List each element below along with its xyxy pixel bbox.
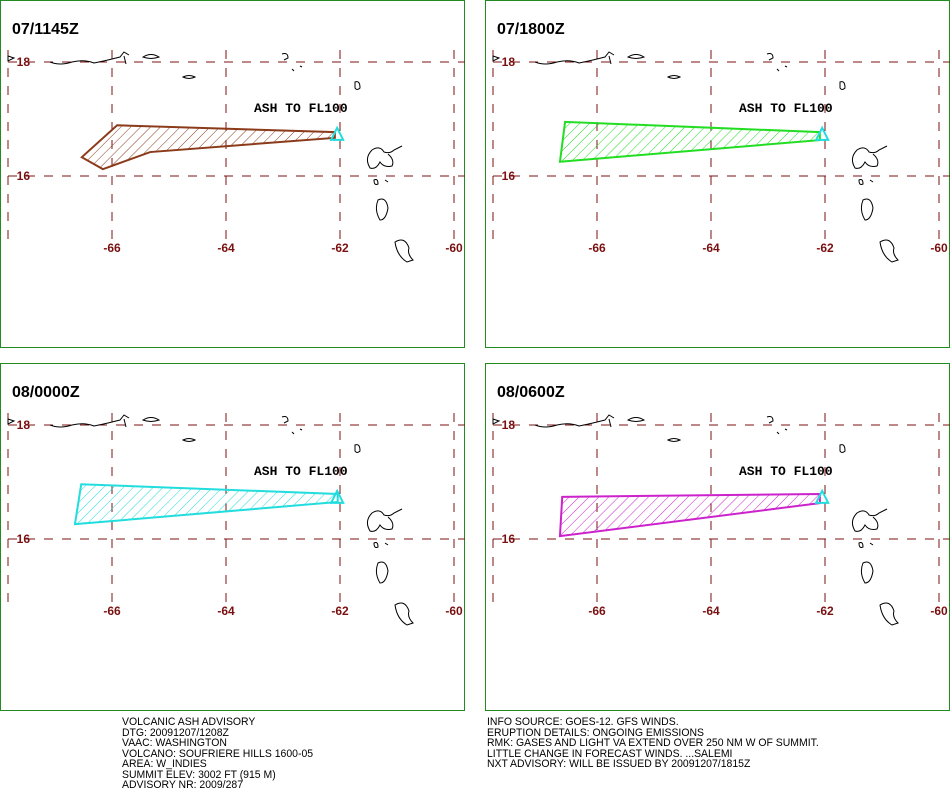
- ash-polygon: [80, 124, 336, 171]
- lat-label: 18: [502, 55, 516, 69]
- advisory-line: SUMMIT ELEV: 3002 FT (915 M): [122, 768, 276, 781]
- panel-title: 07/1800Z: [497, 21, 565, 38]
- lon-label: -66: [103, 604, 121, 618]
- advisory-line: AREA: W_INDIES: [122, 758, 207, 770]
- map-panel: 07/1145Z 18 16 -66 -64 -62 -60 ASH TO FL100: [0, 0, 465, 348]
- panel-border: [0, 363, 465, 711]
- advisory-line: VAAC: WASHINGTON: [122, 737, 227, 749]
- panel-title: 07/1145Z: [12, 21, 79, 38]
- lon-label: -60: [930, 604, 948, 618]
- advisory-line: VOLCANO: SOUFRIERE HILLS 1600-05: [122, 747, 314, 760]
- lon-label: -62: [816, 604, 834, 618]
- ash-label: ASH TO FL100: [254, 464, 348, 479]
- volcano-marker: [814, 488, 830, 504]
- advisory-line: VOLCANIC ASH ADVISORY: [122, 716, 256, 728]
- lon-label: -60: [930, 241, 948, 255]
- lat-label: 16: [17, 532, 31, 546]
- lon-label: -60: [445, 604, 463, 618]
- advisory-line: RMK: GASES AND LIGHT VA EXTEND OVER 250 …: [487, 737, 819, 749]
- lat-label: 18: [502, 418, 516, 432]
- advisory-right: INFO SOURCE: GOES-12. GFS WINDS. ERUPTION…: [487, 717, 819, 770]
- ash-label: ASH TO FL100: [739, 464, 833, 479]
- lon-label: -66: [588, 241, 606, 255]
- advisory-left: VOLCANIC ASH ADVISORY DTG: 20091207/1208Z…: [122, 717, 313, 791]
- advisory-line: ERUPTION DETAILS: ONGOING EMISSIONS: [487, 726, 704, 739]
- advisory-line: NXT ADVISORY: WILL BE ISSUED BY 20091207…: [487, 758, 751, 770]
- lon-label: -64: [217, 604, 235, 618]
- lat-label: 16: [502, 169, 516, 183]
- lon-label: -66: [103, 241, 121, 255]
- lon-label: -62: [816, 241, 834, 255]
- map-panel: 07/1800Z 18 16 -66 -64 -62 -60 ASH TO FL100: [485, 0, 950, 348]
- lon-label: -62: [331, 241, 349, 255]
- panel-border: [485, 0, 950, 348]
- volcano-marker: [814, 125, 830, 141]
- lon-label: -62: [331, 604, 349, 618]
- ash-label: ASH TO FL100: [254, 101, 348, 116]
- lat-label: 18: [17, 418, 31, 432]
- ash-label: ASH TO FL100: [739, 101, 833, 116]
- lat-label: 16: [502, 532, 516, 546]
- volcano-marker: [329, 488, 345, 504]
- lon-label: -64: [702, 604, 720, 618]
- lat-label: 18: [17, 55, 31, 69]
- volcano-marker: [329, 125, 345, 141]
- lon-label: -60: [445, 241, 463, 255]
- advisory-line: DTG: 20091207/1208Z: [122, 726, 229, 739]
- advisory-line: INFO SOURCE: GOES-12. GFS WINDS.: [487, 716, 679, 728]
- panel-title: 08/0600Z: [497, 384, 565, 401]
- panel-title: 08/0000Z: [12, 384, 80, 401]
- panel-border: [0, 0, 465, 348]
- advisory-line: ADVISORY NR: 2009/287: [122, 779, 244, 791]
- lon-label: -64: [702, 241, 720, 255]
- advisory-line: LITTLE CHANGE IN FORECAST WINDS. ...SALE…: [487, 747, 733, 760]
- map-panel: 08/0000Z 18 16 -66 -64 -62 -60 ASH TO FL100: [0, 363, 465, 711]
- lon-label: -66: [588, 604, 606, 618]
- lat-label: 16: [17, 169, 31, 183]
- lon-label: -64: [217, 241, 235, 255]
- map-panel: 08/0600Z 18 16 -66 -64 -62 -60 ASH TO FL100: [485, 363, 950, 711]
- panel-border: [485, 363, 950, 711]
